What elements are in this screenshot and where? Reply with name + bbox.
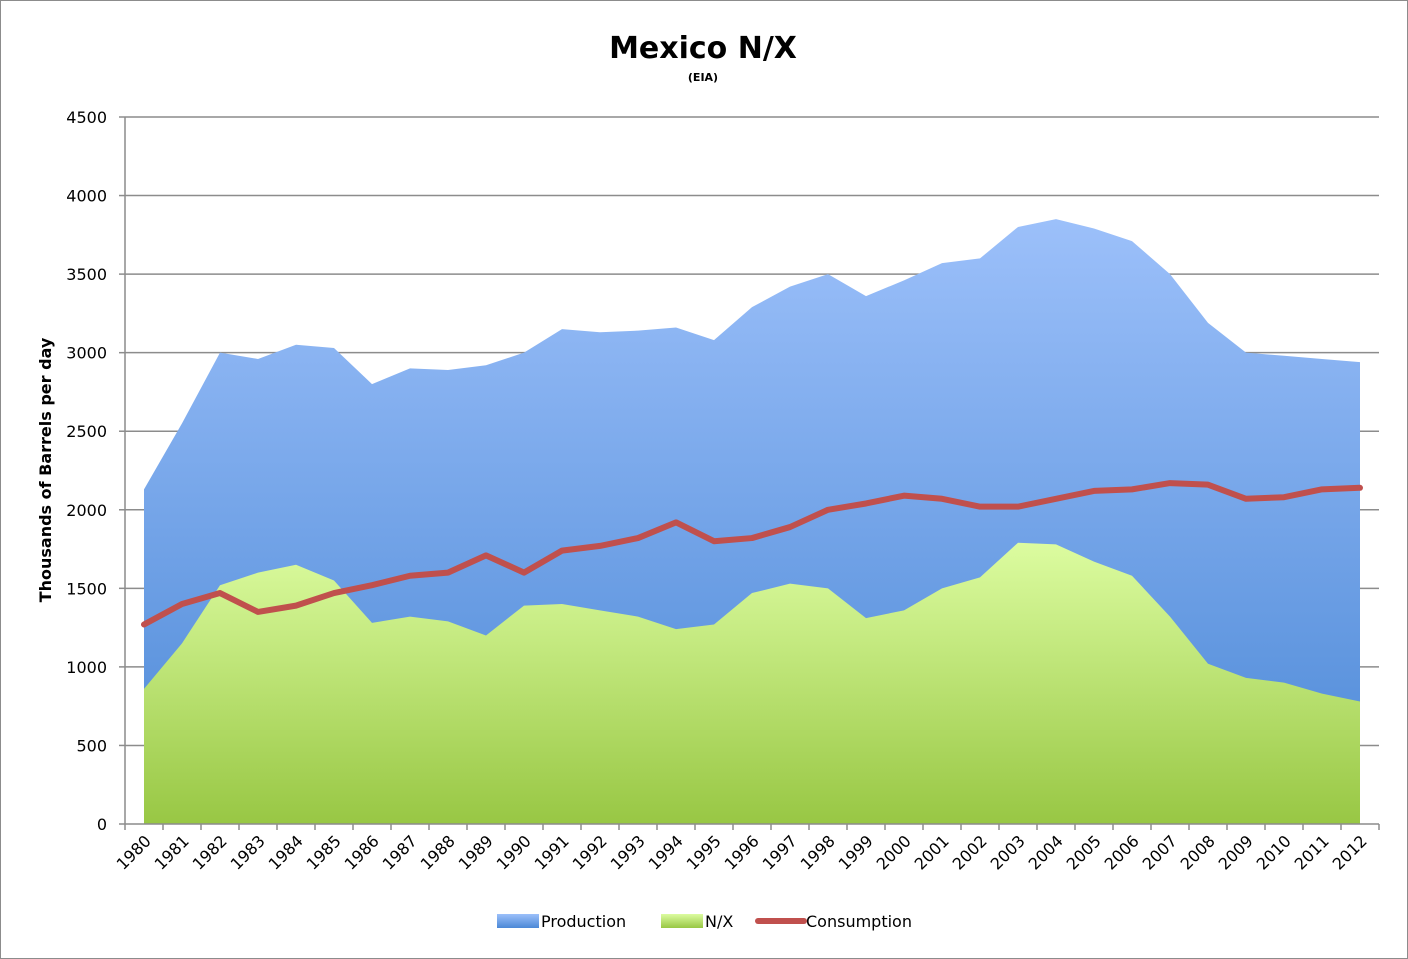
legend-label-consumption: Consumption <box>806 912 912 931</box>
y-tick-label: 2500 <box>66 422 107 441</box>
plot-lines <box>141 480 1363 628</box>
y-tick-label: 2000 <box>66 501 107 520</box>
x-tick-label: 2005 <box>1063 831 1105 873</box>
legend-swatch-nx <box>661 914 703 928</box>
x-tick-label: 2012 <box>1329 831 1371 873</box>
axes <box>124 117 1380 830</box>
plot-areas <box>144 219 1360 825</box>
chart-subtitle: (EIA) <box>688 71 718 84</box>
legend-swatch-production <box>497 914 539 928</box>
x-tick-label: 1986 <box>341 831 383 873</box>
x-tick-label: 1991 <box>531 831 573 873</box>
x-tick-label: 2001 <box>911 831 953 873</box>
y-tick-label: 500 <box>76 736 107 755</box>
x-tick-label: 1983 <box>227 831 269 873</box>
x-tick-label: 1993 <box>607 831 649 873</box>
line-consumption <box>141 480 1363 628</box>
x-tick-label: 1982 <box>189 831 231 873</box>
x-tick-label: 1981 <box>151 831 193 873</box>
legend-label-production: Production <box>541 912 626 931</box>
y-axis-label: Thousands of Barrels per day <box>36 337 55 602</box>
y-tick-label: 4000 <box>66 187 107 206</box>
x-tick-label: 1998 <box>797 831 839 873</box>
x-tick-label: 1989 <box>455 831 497 873</box>
x-tick-label: 2008 <box>1177 831 1219 873</box>
x-tick-label: 1985 <box>303 831 345 873</box>
x-tick-label: 1988 <box>417 831 459 873</box>
x-tick-label: 1999 <box>835 831 877 873</box>
y-tick-label: 0 <box>97 815 107 834</box>
x-tick-label: 2002 <box>949 831 991 873</box>
y-tick-label: 1000 <box>66 658 107 677</box>
x-tick-labels: 1980198119821983198419851986198719881989… <box>113 831 1371 873</box>
x-tick-label: 2011 <box>1291 831 1333 873</box>
x-tick-label: 2006 <box>1101 831 1143 873</box>
area-nx <box>144 542 1360 824</box>
x-tick-label: 1990 <box>493 831 535 873</box>
x-tick-label: 2000 <box>873 831 915 873</box>
x-tick-label: 1996 <box>721 831 763 873</box>
x-tick-label: 1980 <box>113 831 155 873</box>
x-tick-label: 2003 <box>987 831 1029 873</box>
x-tick-label: 1987 <box>379 831 421 873</box>
y-tick-label: 3500 <box>66 265 107 284</box>
y-tick-label: 3000 <box>66 344 107 363</box>
legend: Production N/X Consumption <box>497 912 912 931</box>
x-tick-label: 1997 <box>759 831 801 873</box>
x-tick-label: 2007 <box>1139 831 1181 873</box>
x-tick-label: 1994 <box>645 831 687 873</box>
x-tick-label: 2004 <box>1025 831 1067 873</box>
x-tick-label: 2009 <box>1215 831 1257 873</box>
y-tick-label: 4500 <box>66 108 107 127</box>
chart-title: Mexico N/X <box>609 31 797 66</box>
x-tick-label: 1995 <box>683 831 725 873</box>
y-tick-labels: 0 500 1000 1500 2000 2500 3000 3500 4000 4500 <box>66 108 107 834</box>
legend-label-nx: N/X <box>705 912 733 931</box>
x-tick-label: 1984 <box>265 831 307 873</box>
y-tick-label: 1500 <box>66 579 107 598</box>
x-tick-label: 2010 <box>1253 831 1295 873</box>
x-tick-label: 1992 <box>569 831 611 873</box>
